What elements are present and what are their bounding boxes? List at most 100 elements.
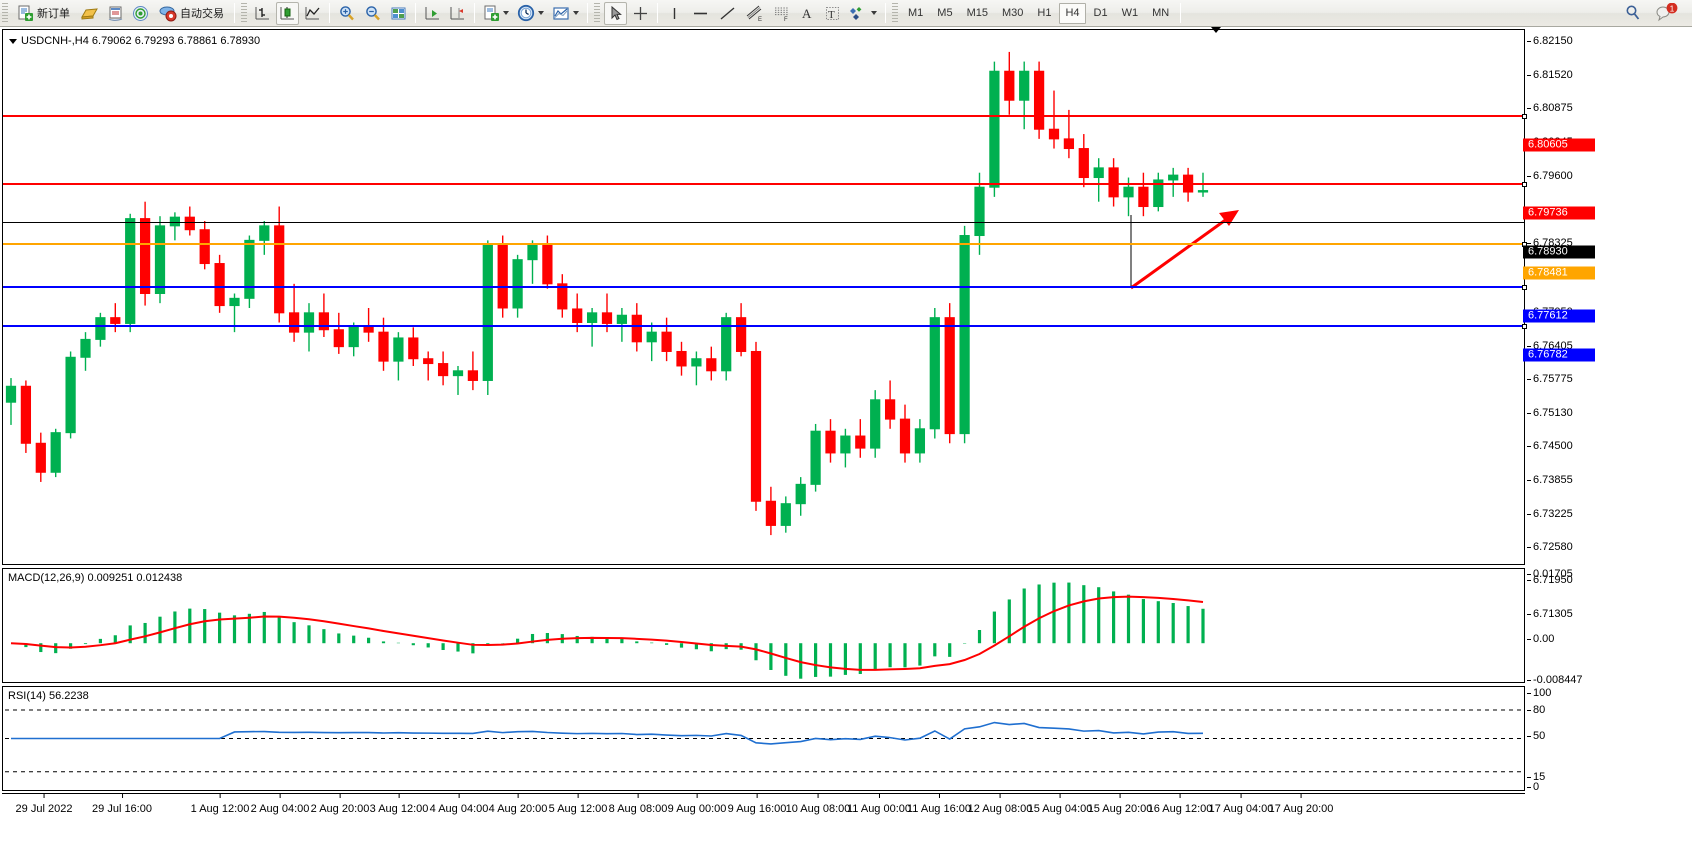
bar-chart-button[interactable] [251,2,274,25]
time-axis[interactable]: 29 Jul 2022 29 Jul 16:00 1 Aug 12:00 2 Aug … [2,793,1525,827]
periods-button[interactable] [514,2,547,25]
zoom-out-button[interactable] [361,2,385,25]
tile-windows-button[interactable] [387,2,410,25]
time-tick-13: 11 Aug 00:00 [846,794,912,815]
trendline-button[interactable] [715,2,740,25]
chevron-down-icon[interactable] [503,11,509,15]
toolbar-separator-8 [1180,3,1182,23]
time-tick-3: 2 Aug 04:00 [250,794,310,815]
time-tick-11: 9 Aug 16:00 [727,794,787,815]
notifications-button[interactable]: 1 [1652,2,1682,25]
price-candles-svg [5,51,1239,536]
price-tag-last-price[interactable]: 6.78930 [1523,245,1595,259]
auto-trading-button[interactable]: 自动交易 [154,2,229,25]
line-handle[interactable] [1522,324,1527,329]
crosshair-button[interactable] [629,2,652,25]
text-label-button[interactable]: T [821,2,844,25]
toolbar-separator-2 [329,3,330,23]
macd-pane[interactable]: MACD(12,26,9) 0.009251 0.012438 [2,568,1525,683]
clock-icon [517,4,535,22]
chart-menu-caret-icon[interactable] [9,38,17,44]
equidistant-channel-button[interactable]: E [742,2,767,25]
time-tick-20: 17 Aug 20:00 [1268,794,1334,815]
timeframe-m30[interactable]: M30 [1001,7,1024,19]
macd-axis: 0.01705 0.00 -0.008447 [1527,568,1607,686]
chart-area[interactable]: USDCNH-,H4 6.79062 6.79293 6.78861 6.789… [0,27,1692,849]
macd-signal-line [10,595,1204,671]
crosshair-icon [634,6,647,20]
svg-text:T: T [828,9,835,21]
cursor-arrow-icon [611,5,622,20]
chevron-down-icon-4[interactable] [871,11,877,15]
toolbar-separator-6 [657,3,658,23]
objects-button[interactable] [846,2,880,25]
rsi-pane[interactable]: RSI(14) 56.2238 [2,686,1525,791]
time-tick-2: 1 Aug 12:00 [190,794,250,815]
timeframe-m1[interactable]: M1 [908,7,924,19]
fibonacci-button[interactable]: F [769,2,794,25]
zoom-in-button[interactable] [335,2,359,25]
price-tag-support-2[interactable]: 6.76782 [1523,348,1595,362]
support-line-2[interactable] [3,324,1527,329]
chart-shift-button[interactable] [446,2,469,25]
toolbar-grip-3[interactable] [594,3,600,23]
price-tag-resistance-1[interactable]: 6.80605 [1523,138,1595,152]
market-watch-button[interactable] [129,2,152,25]
timeframe-mn[interactable]: MN [1152,7,1170,19]
toolbar-separator-4 [474,3,475,23]
text-button[interactable]: A [796,2,819,25]
fibonacci-icon: F [775,7,788,22]
toolbar-separator [234,3,235,23]
resistance-line-2[interactable] [3,182,1527,187]
vertical-line-button[interactable] [663,2,686,25]
timeframe-h4[interactable]: H4 [1059,2,1086,24]
price-pane[interactable]: USDCNH-,H4 6.79062 6.79293 6.78861 6.789… [2,29,1527,565]
timeframe-m15[interactable]: M15 [966,7,988,19]
chevron-down-icon-3[interactable] [573,11,579,15]
objects-icon [850,6,862,20]
timeframe-d1[interactable]: D1 [1093,7,1108,19]
line-handle[interactable] [1522,114,1527,119]
cursor-button[interactable] [604,1,627,25]
toolbar-grip[interactable] [2,3,8,23]
toolbar-grip-2[interactable] [241,3,247,23]
chevron-down-icon-2[interactable] [538,11,544,15]
svg-text:A: A [802,6,812,21]
line-chart-button[interactable] [301,2,324,25]
timeframe-w1[interactable]: W1 [1121,7,1139,19]
auto-scroll-button[interactable] [421,2,444,25]
new-order-button[interactable]: 新订单 [12,2,75,25]
templates-icon [553,6,569,20]
time-tick-10: 9 Aug 00:00 [667,794,727,815]
support-line-1[interactable] [3,285,1527,290]
search-button[interactable] [1621,2,1645,25]
line-handle[interactable] [1522,285,1527,290]
rsi-header: RSI(14) 56.2238 [8,690,89,702]
templates-button[interactable] [549,2,582,25]
timeframe-m5[interactable]: M5 [937,7,953,19]
time-tick-1: 29 Jul 16:00 [92,794,152,815]
horizontal-line-button[interactable] [688,2,713,25]
pivot-line[interactable] [3,242,1527,247]
line-chart-icon [305,6,320,19]
toolbar-grip-4[interactable] [892,3,898,23]
price-tag-resistance-2[interactable]: 6.79736 [1523,206,1595,220]
time-tick-5: 3 Aug 12:00 [369,794,429,815]
resistance-line-1[interactable] [3,114,1527,119]
price-tag-support-1[interactable]: 6.77612 [1523,309,1595,323]
price-tick-11: 6.74500 [1527,440,1573,452]
candlestick-chart-button[interactable] [276,1,299,25]
timeframe-h1[interactable]: H1 [1037,7,1052,19]
time-tick-14: 11 Aug 16:00 [906,794,972,815]
line-handle[interactable] [1522,182,1527,187]
data-window-button[interactable] [77,2,102,25]
price-tick-4: 6.79600 [1527,170,1573,182]
indicators-button[interactable] [480,2,512,25]
price-tick-9: 6.75775 [1527,373,1573,385]
price-axis[interactable]: 6.821506.815206.808756.802456.796006.789… [1527,29,1607,620]
terminal-button[interactable] [104,2,127,25]
trendline-icon [720,6,735,20]
time-tick-15: 12 Aug 08:00 [967,794,1033,815]
price-tag-pivot[interactable]: 6.78481 [1523,266,1595,280]
time-tick-19: 17 Aug 04:00 [1208,794,1274,815]
